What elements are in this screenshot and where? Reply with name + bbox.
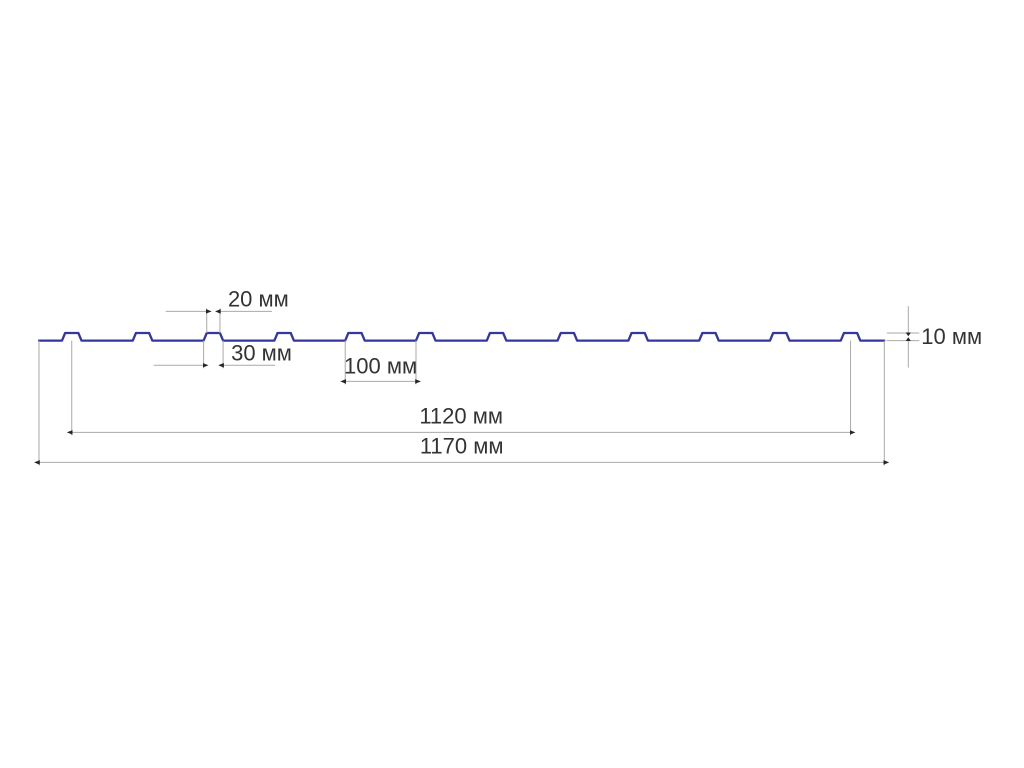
svg-text:30 мм: 30 мм [231,340,292,365]
svg-text:1120 мм: 1120 мм [419,403,503,428]
svg-text:100 мм: 100 мм [344,353,417,378]
svg-text:1170 мм: 1170 мм [420,433,504,458]
svg-text:20 мм: 20 мм [228,286,289,311]
svg-text:10 мм: 10 мм [921,324,982,349]
